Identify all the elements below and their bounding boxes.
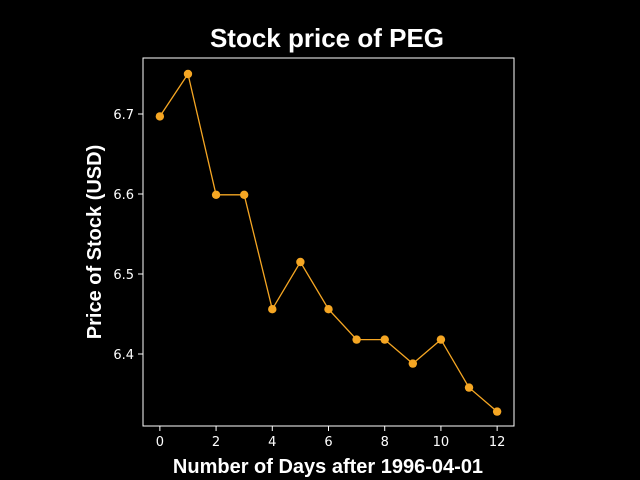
- series-layer: [155, 69, 502, 416]
- x-axis-label: Number of Days after 1996-04-01: [173, 456, 483, 478]
- chart-title: Stock price of PEG: [210, 23, 444, 53]
- x-tick-label: 12: [489, 435, 506, 450]
- x-tick-label: 8: [381, 435, 389, 450]
- data-point: [436, 335, 446, 344]
- data-point: [492, 407, 502, 416]
- data-point: [352, 335, 361, 344]
- plot-area: [142, 57, 515, 427]
- y-axis: 6.4 6.5 6.6 6.7: [113, 108, 143, 363]
- y-tick-label: 6.5: [113, 268, 134, 283]
- data-point: [296, 257, 305, 267]
- y-tick-label: 6.7: [113, 108, 134, 123]
- data-point: [324, 305, 333, 314]
- data-point: [183, 69, 193, 79]
- y-tick-label: 6.4: [113, 348, 134, 363]
- data-point: [155, 112, 165, 121]
- y-axis-label: Price of Stock (USD): [84, 145, 106, 339]
- data-point: [239, 190, 249, 199]
- x-tick-label: 10: [433, 435, 450, 450]
- series-line: [159, 72, 498, 413]
- y-tick-label: 6.6: [113, 188, 134, 203]
- data-point: [408, 359, 418, 368]
- x-axis: 0 2 4 6 8 10 12: [156, 426, 506, 450]
- x-tick-label: 6: [324, 435, 332, 450]
- data-point: [211, 190, 221, 199]
- data-point: [268, 305, 277, 314]
- data-point: [380, 335, 389, 344]
- x-tick-label: 4: [268, 435, 276, 450]
- x-tick-label: 2: [212, 435, 220, 450]
- x-tick-label: 0: [156, 435, 164, 450]
- data-point: [464, 383, 474, 392]
